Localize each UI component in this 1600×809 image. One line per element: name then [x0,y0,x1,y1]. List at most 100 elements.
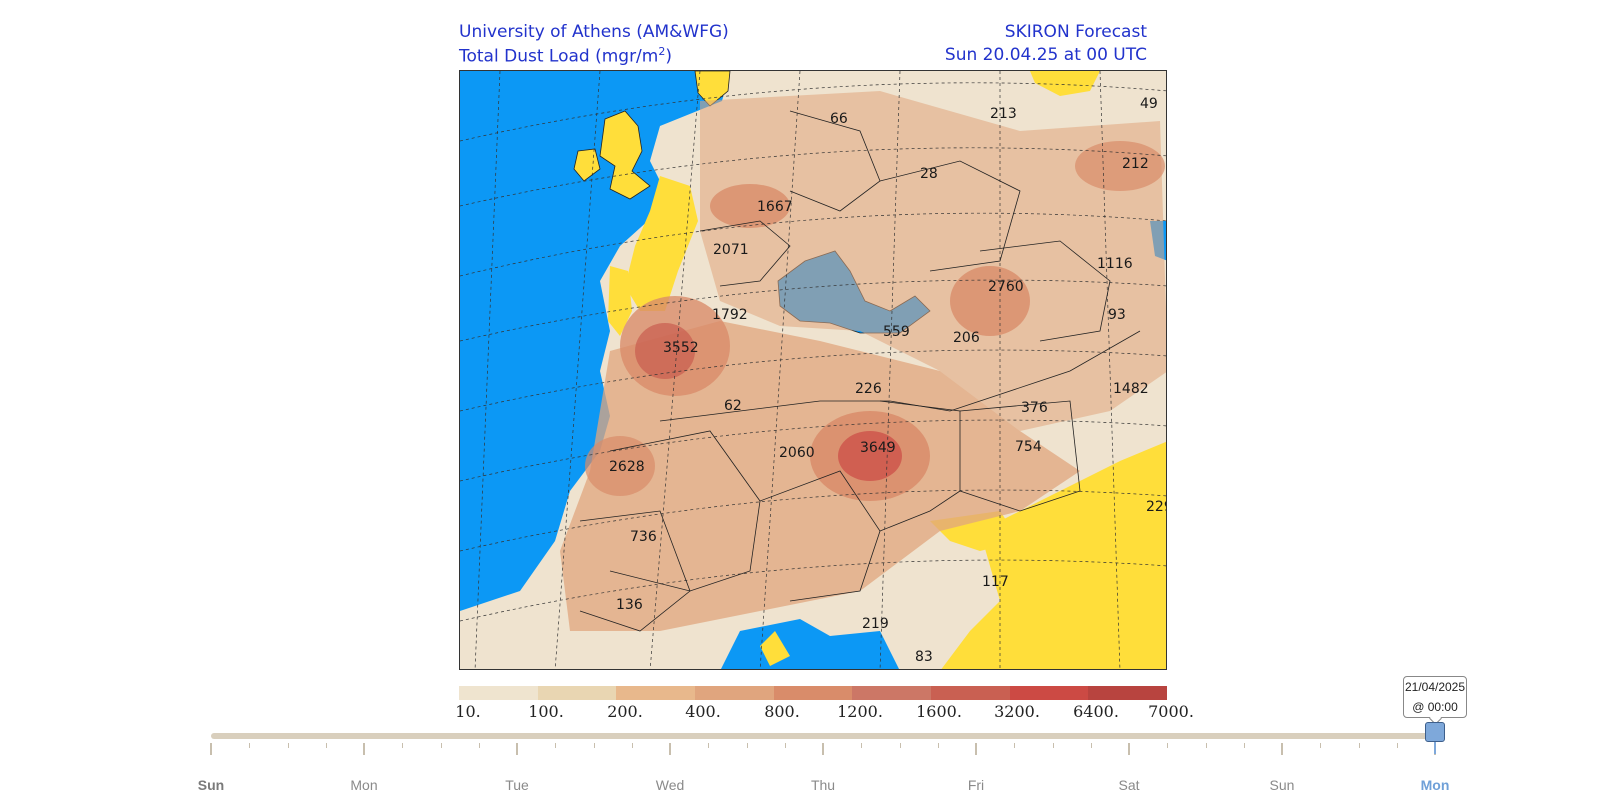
slider-minor-tick [861,743,862,748]
slider-minor-tick [900,743,901,748]
western-europe-low-dust [625,176,698,311]
legend-label: 7000. [1148,702,1194,721]
uk-landmass [599,110,651,200]
slider-minor-tick [288,743,289,748]
product-title: Total Dust Load (mgr/m2) [459,45,672,67]
legend-swatch [459,686,538,700]
slider-minor-tick [1244,743,1245,748]
legend-label: 400. [685,702,721,721]
dust-value-label: 2071 [713,242,749,258]
dust-zone-europe-mideast [700,91,1166,431]
slider-minor-tick [785,743,786,748]
graticule [460,71,1166,669]
tooltip-time: @ 00:00 [1412,700,1458,714]
legend-label: 800. [764,702,800,721]
day-label-mon-2[interactable]: Mon [1420,777,1450,793]
slider-minor-tick [708,743,709,748]
slider-major-tick [516,743,518,755]
legend-swatch [616,686,696,700]
legend-label: 1600. [916,702,962,721]
dust-value-label: 1792 [712,307,748,323]
day-label-sun-2[interactable]: Sun [1269,777,1295,793]
slider-minor-tick [594,743,595,748]
dust-value-label: 3649 [860,440,896,456]
northeast-low-dust [1030,71,1100,96]
dust-value-label: 1482 [1113,381,1149,397]
portugal-low-dust [608,266,632,336]
map-graphic: 66 213 49 212 28 1667 2071 1116 2760 179… [460,71,1166,669]
day-label-wed[interactable]: Wed [655,777,685,793]
slider-minor-tick [1091,743,1092,748]
dust-value-label: 2760 [988,279,1024,295]
institution-title: University of Athens (AM&WFG) [459,22,729,42]
slider-handle[interactable] [1425,722,1445,742]
slider-handle-stem [1434,742,1436,754]
dust-value-label: 83 [915,649,933,665]
legend-label: 10. [455,702,481,721]
day-label-mon[interactable]: Mon [350,777,378,793]
slider-minor-tick [326,743,327,748]
dust-value-label: 2628 [609,459,645,475]
slider-tooltip: 21/04/2025 @ 00:00 [1403,676,1467,718]
forecast-time: Sun 20.04.25 at 00 UTC [944,45,1147,65]
forecast-name: SKIRON Forecast [1004,22,1147,42]
slider-major-tick [1128,743,1130,755]
slider-major-tick [363,743,365,755]
legend-label: 200. [607,702,643,721]
dust-value-label: 213 [990,106,1017,122]
slider-minor-tick [479,743,480,748]
dust-peak-chad [838,431,902,481]
dust-value-label: 736 [630,529,657,545]
legend-swatch [931,686,1010,700]
legend-label: 1200. [837,702,883,721]
product-close: ) [665,46,672,67]
legend-swatch [773,686,853,700]
dust-value-label: 1116 [1097,256,1133,272]
slider-track[interactable] [211,733,1437,739]
time-slider: 21/04/2025 @ 00:00 Sun Mon Tue Wed Thu F… [0,676,1600,809]
legend-label: 3200. [994,702,1040,721]
day-label-tue[interactable]: Tue [505,777,529,793]
day-label-sun[interactable]: Sun [197,777,225,793]
dust-peak-morocco [635,323,695,379]
day-label-fri[interactable]: Fri [967,777,985,793]
country-borders [579,110,1141,632]
dust-value-label: 754 [1015,439,1042,455]
dust-value-label: 226 [855,381,882,397]
dust-value-label: 66 [830,111,848,127]
dust-core-alps [710,184,790,228]
dust-core-caspian [1075,141,1165,191]
day-label-sat[interactable]: Sat [1118,777,1140,793]
dust-value-label: 136 [616,597,643,613]
tooltip-date: 21/04/2025 [1404,680,1466,694]
slider-minor-tick [1014,743,1015,748]
dust-value-label: 559 [883,324,910,340]
slider-minor-tick [1397,743,1398,748]
slider-minor-tick [555,743,556,748]
slider-minor-tick [1167,743,1168,748]
dust-value-label: 93 [1108,307,1126,323]
dust-core-mauritania [585,436,655,496]
legend-swatch [1009,686,1089,700]
slider-minor-tick [1359,743,1360,748]
day-label-thu[interactable]: Thu [810,777,836,793]
slider-minor-tick [1206,743,1207,748]
slider-minor-tick [249,743,250,748]
dust-value-label: 2060 [779,445,815,461]
slider-minor-tick [747,743,748,748]
scandinavia-landmass [694,71,731,107]
slider-major-tick [1281,743,1283,755]
slider-major-tick [975,743,977,755]
dust-value-label: 117 [982,574,1009,590]
dust-value-label: 206 [953,330,980,346]
slider-minor-tick [402,743,403,748]
east-africa-low-dust [941,441,1166,669]
dust-value-label: 3552 [663,340,699,356]
slider-major-tick [210,743,212,755]
legend-swatch [852,686,932,700]
dust-value-label: 28 [920,166,938,182]
dust-value-label: 212 [1122,156,1149,172]
legend-label: 6400. [1073,702,1119,721]
slider-minor-tick [1320,743,1321,748]
dust-core-iraq [950,266,1030,336]
